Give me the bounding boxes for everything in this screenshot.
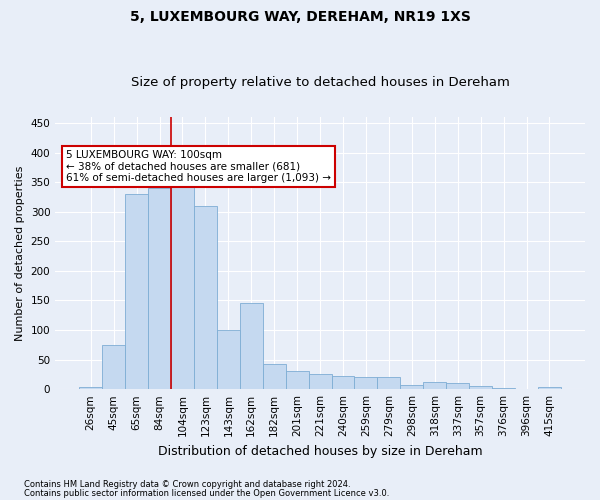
X-axis label: Distribution of detached houses by size in Dereham: Distribution of detached houses by size … xyxy=(158,444,482,458)
Text: 5 LUXEMBOURG WAY: 100sqm
← 38% of detached houses are smaller (681)
61% of semi-: 5 LUXEMBOURG WAY: 100sqm ← 38% of detach… xyxy=(66,150,331,183)
Bar xyxy=(492,388,515,389)
Bar xyxy=(102,345,125,389)
Text: 5, LUXEMBOURG WAY, DEREHAM, NR19 1XS: 5, LUXEMBOURG WAY, DEREHAM, NR19 1XS xyxy=(130,10,470,24)
Bar xyxy=(400,385,423,389)
Bar xyxy=(446,384,469,389)
Bar xyxy=(355,377,377,389)
Bar xyxy=(171,176,194,389)
Bar xyxy=(538,388,561,389)
Bar xyxy=(286,372,308,389)
Text: Contains public sector information licensed under the Open Government Licence v3: Contains public sector information licen… xyxy=(24,490,389,498)
Bar xyxy=(469,386,492,389)
Bar xyxy=(148,188,171,389)
Bar xyxy=(240,304,263,389)
Bar xyxy=(423,382,446,389)
Bar xyxy=(332,376,355,389)
Bar xyxy=(217,330,240,389)
Bar xyxy=(194,206,217,389)
Y-axis label: Number of detached properties: Number of detached properties xyxy=(15,166,25,341)
Bar xyxy=(263,364,286,389)
Bar xyxy=(515,388,538,389)
Text: Contains HM Land Registry data © Crown copyright and database right 2024.: Contains HM Land Registry data © Crown c… xyxy=(24,480,350,489)
Bar xyxy=(79,387,102,389)
Bar xyxy=(125,194,148,389)
Bar xyxy=(377,377,400,389)
Title: Size of property relative to detached houses in Dereham: Size of property relative to detached ho… xyxy=(131,76,509,90)
Bar xyxy=(308,374,332,389)
